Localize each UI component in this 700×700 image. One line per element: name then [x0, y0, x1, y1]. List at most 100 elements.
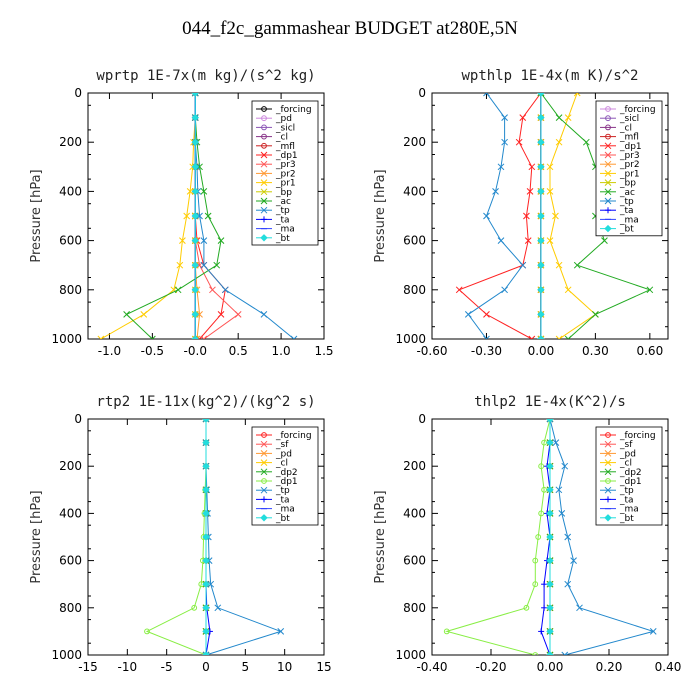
x-tick-label: -0.40: [416, 660, 447, 674]
marker-point: [546, 604, 554, 612]
chart-panel: thlp2 1E-4x(K^2)/s Pressure [hPa] 0 200 400 6…: [373, 394, 681, 674]
marker-point: [140, 311, 148, 318]
y-tick-label: 600: [403, 554, 426, 568]
marker-point: [191, 236, 199, 245]
marker-point: [200, 261, 208, 269]
marker-point: [564, 580, 572, 588]
marker-point: [537, 187, 545, 196]
marker-point: [561, 651, 566, 655]
y-axis-label: Pressure [hPa]: [29, 169, 44, 262]
marker-point: [546, 419, 554, 423]
y-tick-label: 400: [59, 184, 82, 198]
marker-point: [202, 438, 210, 447]
marker-point: [555, 114, 563, 121]
series-line: [194, 93, 239, 339]
legend-entry: _bt: [619, 514, 634, 524]
legend-entry: _dp1: [619, 477, 642, 487]
y-tick-label: 0: [418, 86, 426, 100]
marker-point: [483, 93, 488, 97]
y-tick-label: 0: [74, 412, 82, 426]
marker-point: [261, 133, 267, 140]
marker-point: [558, 335, 563, 339]
marker-point: [604, 468, 612, 476]
marker-point: [217, 311, 225, 318]
marker-point: [260, 234, 268, 242]
marker-point: [196, 335, 201, 339]
marker-point: [605, 124, 611, 131]
marker-point: [204, 212, 212, 220]
marker-point: [144, 628, 150, 635]
marker-point: [604, 459, 612, 466]
marker-point: [546, 462, 554, 470]
marker-point: [483, 212, 490, 220]
marker-point: [221, 286, 229, 294]
marker-point: [207, 580, 215, 588]
marker-point: [277, 628, 285, 635]
y-tick-label: 800: [59, 601, 82, 615]
y-tick-label: 800: [403, 601, 426, 615]
legend-entry: _bt: [275, 234, 290, 244]
marker-point: [217, 237, 225, 244]
marker-point: [546, 163, 554, 171]
legend-entry: _mfl: [619, 133, 639, 143]
marker-point: [149, 335, 154, 339]
marker-point: [260, 459, 268, 466]
marker-point: [582, 138, 590, 146]
marker-point: [200, 237, 208, 244]
series-line: [100, 93, 196, 339]
legend-entry: _pr2: [619, 160, 640, 170]
marker-point: [186, 188, 194, 195]
marker-point: [260, 151, 268, 159]
y-tick-label: 600: [59, 554, 82, 568]
legend-entry: _cl: [275, 459, 288, 469]
legend-entry: _pr1: [619, 169, 640, 179]
marker-point: [546, 419, 551, 423]
marker-point: [646, 286, 654, 294]
marker-point: [174, 286, 182, 294]
marker-point: [202, 556, 210, 565]
series-line: [467, 93, 524, 339]
series-line: [125, 93, 222, 339]
x-tick-label: 0.00: [528, 344, 555, 358]
marker-point: [538, 463, 545, 470]
marker-point: [214, 604, 222, 612]
marker-point: [123, 311, 130, 318]
marker-point: [552, 212, 559, 220]
marker-point: [485, 335, 490, 339]
y-tick-label: 1000: [395, 648, 426, 662]
panel-title: wprtp 1E-7x(m kg)/(s^2 kg): [96, 68, 315, 84]
marker-point: [532, 652, 539, 655]
marker-point: [202, 604, 210, 612]
panel-title: wpthlp 1E-4x(m K)/s^2: [461, 68, 638, 84]
marker-point: [261, 142, 267, 149]
marker-point: [183, 212, 191, 220]
plot-frame: [87, 92, 325, 340]
legend-box: [595, 100, 663, 237]
marker-point: [191, 310, 199, 319]
legend-entry: _dp2: [275, 468, 298, 478]
legend-entry: _ta: [619, 495, 634, 505]
x-tick-label: -15: [78, 660, 98, 674]
marker-point: [604, 224, 612, 233]
x-tick-label: 5: [242, 660, 250, 674]
marker-point: [191, 93, 199, 97]
x-tick-label: -5: [161, 660, 173, 674]
series-group: [144, 419, 285, 655]
marker-point: [194, 335, 199, 339]
marker-point: [209, 286, 216, 294]
marker-point: [549, 651, 554, 655]
y-tick-label: 200: [403, 135, 426, 149]
chart-panel: rtp2 1E-11x(kg^2)/(kg^2 s) Pressure [hPa]…: [29, 394, 332, 674]
y-tick-label: 400: [59, 506, 82, 520]
marker-point: [604, 514, 612, 522]
marker-point: [546, 556, 554, 565]
legend-entry: _cl: [275, 133, 288, 143]
marker-point: [537, 286, 545, 294]
marker-point: [191, 163, 199, 171]
marker-point: [202, 533, 210, 541]
marker-point: [202, 651, 207, 655]
marker-point: [191, 335, 196, 339]
y-tick-label: 200: [403, 459, 426, 473]
marker-point: [573, 93, 578, 97]
marker-point: [100, 335, 105, 339]
